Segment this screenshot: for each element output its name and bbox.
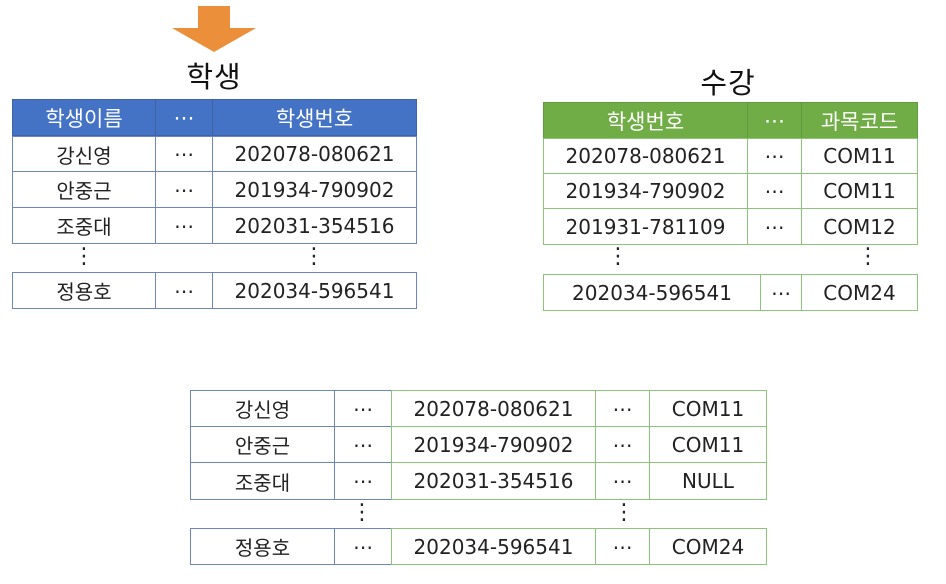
join-cell: COM11 xyxy=(649,390,767,427)
join-cell: ⋯ xyxy=(334,426,392,463)
join-gap-dots: ⋮ xyxy=(613,500,635,525)
enroll-cell: 202034-596541 xyxy=(543,274,761,311)
enroll-cell: ⋯ xyxy=(747,138,802,174)
enroll-cell: COM12 xyxy=(801,208,918,245)
enroll-cell: COM24 xyxy=(801,274,918,311)
enroll-header-course: 과목코드 xyxy=(801,102,918,139)
student-cell: 강신영 xyxy=(12,136,156,172)
enroll-cell: 201934-790902 xyxy=(543,173,748,209)
enroll-cell: ⋯ xyxy=(747,173,802,209)
join-cell: 조중대 xyxy=(190,462,335,500)
student-cell: 조중대 xyxy=(12,207,156,244)
join-cell: 강신영 xyxy=(190,390,335,427)
student-header-name: 학생이름 xyxy=(12,99,156,136)
student-cell: 202031-354516 xyxy=(212,207,417,244)
student-cell: ⋯ xyxy=(155,171,213,208)
enroll-header-id: 학생번호 xyxy=(543,102,748,139)
join-cell: ⋯ xyxy=(595,426,650,463)
enroll-gap-dots: ⋮ xyxy=(607,244,629,269)
enroll-cell: 202078-080621 xyxy=(543,138,748,174)
join-cell: COM24 xyxy=(649,528,767,565)
student-gap-dots: ⋮ xyxy=(303,244,325,269)
student-cell: ⋯ xyxy=(155,136,213,172)
join-cell: ⋯ xyxy=(595,528,650,565)
enroll-cell: ⋯ xyxy=(760,274,802,311)
student-cell: ⋯ xyxy=(155,272,213,309)
enroll-cell: 201931-781109 xyxy=(543,208,748,245)
join-gap-dots: ⋮ xyxy=(351,500,373,525)
join-cell: ⋯ xyxy=(334,528,392,565)
enroll-table-title: 수강 xyxy=(700,66,756,100)
enroll-cell: COM11 xyxy=(801,138,918,174)
join-cell: ⋯ xyxy=(595,462,650,500)
down-arrow-icon xyxy=(172,6,256,52)
enroll-cell: COM11 xyxy=(801,173,918,209)
join-cell: 201934-790902 xyxy=(391,426,596,463)
student-header-ellipsis: ⋯ xyxy=(155,99,213,136)
join-cell: COM11 xyxy=(649,426,767,463)
enroll-gap-dots: ⋮ xyxy=(857,244,879,269)
join-cell: 안중근 xyxy=(190,426,335,463)
join-cell: 202078-080621 xyxy=(391,390,596,427)
student-table-title: 학생 xyxy=(186,60,242,94)
enroll-cell: ⋯ xyxy=(747,208,802,245)
join-null-cell: NULL xyxy=(649,462,767,500)
join-cell: ⋯ xyxy=(334,462,392,500)
student-cell: 정용호 xyxy=(12,272,156,309)
join-cell: 202034-596541 xyxy=(391,528,596,565)
enroll-header-ellipsis: ⋯ xyxy=(747,102,802,139)
join-cell: ⋯ xyxy=(595,390,650,427)
student-cell: 201934-790902 xyxy=(212,171,417,208)
student-cell: 202034-596541 xyxy=(212,272,417,309)
student-cell: ⋯ xyxy=(155,207,213,244)
student-cell: 202078-080621 xyxy=(212,136,417,172)
student-cell: 안중근 xyxy=(12,171,156,208)
student-gap-dots: ⋮ xyxy=(73,244,95,269)
join-cell: ⋯ xyxy=(334,390,392,427)
student-header-id: 학생번호 xyxy=(212,99,417,136)
join-cell: 202031-354516 xyxy=(391,462,596,500)
join-cell: 정용호 xyxy=(190,528,335,565)
